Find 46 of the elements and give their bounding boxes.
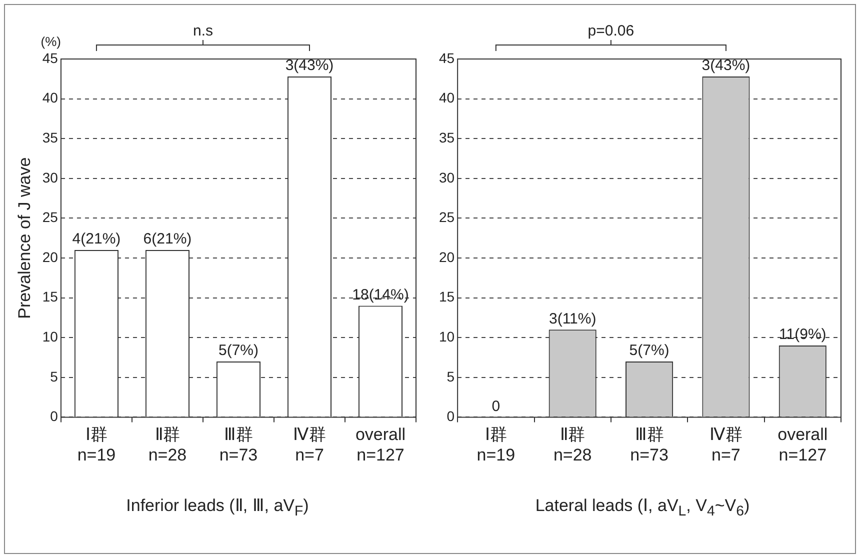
- x-tick-label: Ⅰ群 n=19: [77, 425, 116, 464]
- y-tick-label: 25: [42, 209, 58, 226]
- y-tick-label: 0: [50, 408, 58, 424]
- x-tick-label: Ⅰ群 n=19: [476, 425, 516, 464]
- x-tick-label: Ⅲ群 n=73: [219, 425, 258, 464]
- text: n.s: [192, 22, 213, 40]
- data-label: 3(43%): [702, 57, 750, 74]
- y-tick-label: 0: [446, 408, 455, 424]
- y-tick-label: 35: [42, 129, 58, 146]
- data-label: 18(14%): [352, 286, 409, 304]
- x-tick-label: Ⅱ群 n=28: [553, 425, 592, 464]
- x-axis-title: Inferior leads (Ⅱ, Ⅲ, aV$_{F}$): [125, 494, 310, 519]
- y-tick-label: 5: [50, 368, 58, 384]
- y-tick-label: 10: [438, 328, 455, 344]
- data-label: 5(7%): [629, 342, 670, 360]
- data-label: 11(9%): [779, 326, 826, 344]
- text: (%): [40, 34, 61, 50]
- data-label: 3(11%): [548, 310, 596, 328]
- y-tick-label: 40: [438, 90, 455, 106]
- y-tick-label: 5: [446, 368, 455, 384]
- data-label: 5(7%): [218, 342, 258, 360]
- y-tick-label: 35: [438, 129, 455, 146]
- y-tick-label: 15: [42, 288, 58, 305]
- data-label: 3(43%): [285, 57, 334, 74]
- y-tick-label: 10: [42, 328, 58, 344]
- x-tick-label: Ⅱ群 n=28: [148, 425, 187, 464]
- y-axis-title: Prevalence of J wave: [14, 157, 34, 319]
- data-label: 0: [492, 398, 500, 415]
- x-tick-label: overall n=127: [355, 425, 406, 464]
- x-tick-label: Ⅳ群 n=7: [292, 425, 326, 464]
- y-tick-label: 15: [438, 288, 455, 305]
- y-tick-label: 40: [42, 90, 58, 106]
- y-tick-label: 25: [438, 209, 455, 226]
- y-tick-label: 45: [42, 50, 58, 66]
- y-tick-label: 20: [42, 248, 58, 265]
- data-label: 6(21%): [143, 230, 192, 248]
- y-tick-label: 45: [438, 50, 455, 66]
- x-tick-label: Ⅲ群 n=73: [630, 425, 668, 464]
- data-label: 4(21%): [72, 230, 121, 248]
- x-axis-title: Lateral leads (Ⅰ, aV$_{L}$, V$_{4}$~V$_{6}$): [534, 494, 751, 519]
- x-tick-label: overall n=127: [778, 425, 828, 464]
- y-tick-label: 30: [42, 169, 58, 186]
- text: p=0.06: [588, 22, 634, 40]
- y-tick-label: 30: [438, 169, 455, 186]
- y-tick-label: 20: [438, 248, 455, 265]
- x-tick-label: Ⅳ群 n=7: [709, 425, 742, 464]
